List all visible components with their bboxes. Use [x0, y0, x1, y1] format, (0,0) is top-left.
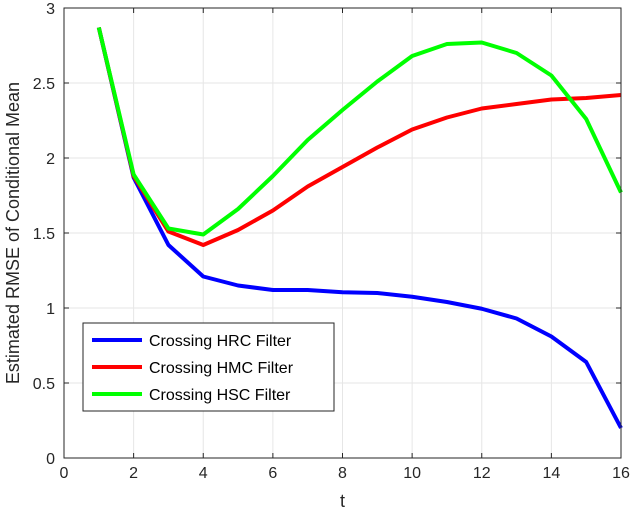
y-tick-label: 1 — [46, 301, 55, 318]
legend-box — [82, 322, 335, 412]
series-line-crossing-hmc-filter — [96, 27, 622, 247]
x-axis-label: t — [340, 491, 345, 511]
legend-entry-label: Crossing HRC Filter — [149, 333, 292, 350]
series-line-crossing-hrc-filter — [96, 27, 623, 429]
x-tick-label: 10 — [403, 465, 421, 482]
y-tick-label: 0 — [46, 451, 55, 468]
x-tick-label: 4 — [199, 465, 208, 482]
y-tick-label: 0.5 — [33, 376, 55, 393]
x-tick-label: 2 — [129, 465, 138, 482]
y-tick-label: 2 — [46, 151, 55, 168]
y-tick-label: 3 — [46, 1, 55, 18]
x-tick-label: 16 — [612, 465, 630, 482]
x-tick-label: 8 — [338, 465, 347, 482]
x-tick-label: 14 — [542, 465, 560, 482]
x-tick-label: 0 — [60, 465, 69, 482]
series-line-crossing-hsc-filter — [96, 27, 623, 237]
y-tick-label: 2.5 — [33, 76, 55, 93]
legend-entry-label: Crossing HSC Filter — [149, 387, 291, 404]
series-lines — [96, 27, 623, 429]
axis-ticks: 0 2 4 6 8 10 12 14 16 0 0.5 1 1.5 2 2.5 3 — [33, 1, 630, 482]
y-tick-label: 1.5 — [33, 226, 55, 243]
legend-entry-label: Crossing HMC Filter — [149, 360, 294, 377]
x-tick-label: 12 — [473, 465, 491, 482]
y-axis-label: Estimated RMSE of Conditional Mean — [3, 82, 23, 384]
legend: Crossing HRC Filter Crossing HMC Filter Cr… — [82, 322, 335, 412]
x-tick-label: 6 — [268, 465, 277, 482]
